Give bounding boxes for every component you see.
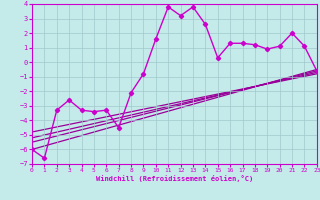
X-axis label: Windchill (Refroidissement éolien,°C): Windchill (Refroidissement éolien,°C) <box>96 175 253 182</box>
